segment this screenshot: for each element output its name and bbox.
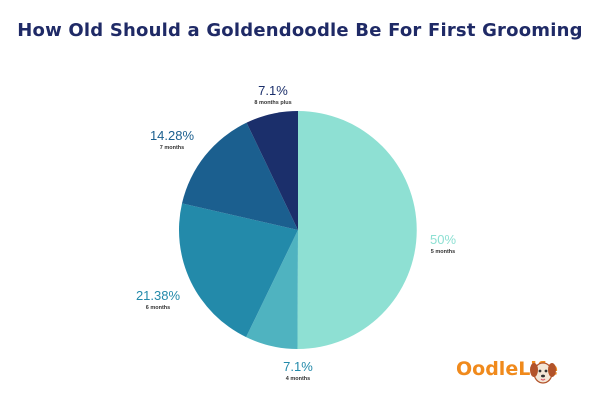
pie-slice-7-months	[182, 122, 298, 230]
pie-labels: 50% 5 months 7.1% 4 months 21.38% 6 months 14.…	[136, 83, 456, 382]
slice-category-label: 6 months	[146, 305, 170, 311]
pie-slice-4-months	[246, 230, 298, 349]
chart-title: How Old Should a Goldendoodle Be For Fir…	[17, 20, 583, 41]
pie-slice-8-months-plus	[246, 111, 298, 230]
slice-percent-label: 14.28%	[150, 128, 195, 143]
slice-percent-label: 7.1%	[283, 359, 313, 374]
slice-percent-label: 50%	[430, 232, 456, 247]
slice-category-label: 7 months	[160, 145, 184, 151]
slice-category-label: 4 months	[286, 376, 310, 382]
slice-category-label: 5 months	[431, 249, 455, 255]
pie-slice-6-months	[178, 203, 298, 338]
pie-slices	[178, 111, 417, 350]
logo-text-oodle: Oodle	[456, 358, 519, 380]
pie-slice-5-months	[297, 111, 417, 350]
slice-percent-label: 7.1%	[258, 83, 288, 98]
slice-percent-label: 21.38%	[136, 288, 181, 303]
slice-category-label: 8 months plus	[254, 100, 291, 106]
dog-icon	[530, 362, 556, 384]
